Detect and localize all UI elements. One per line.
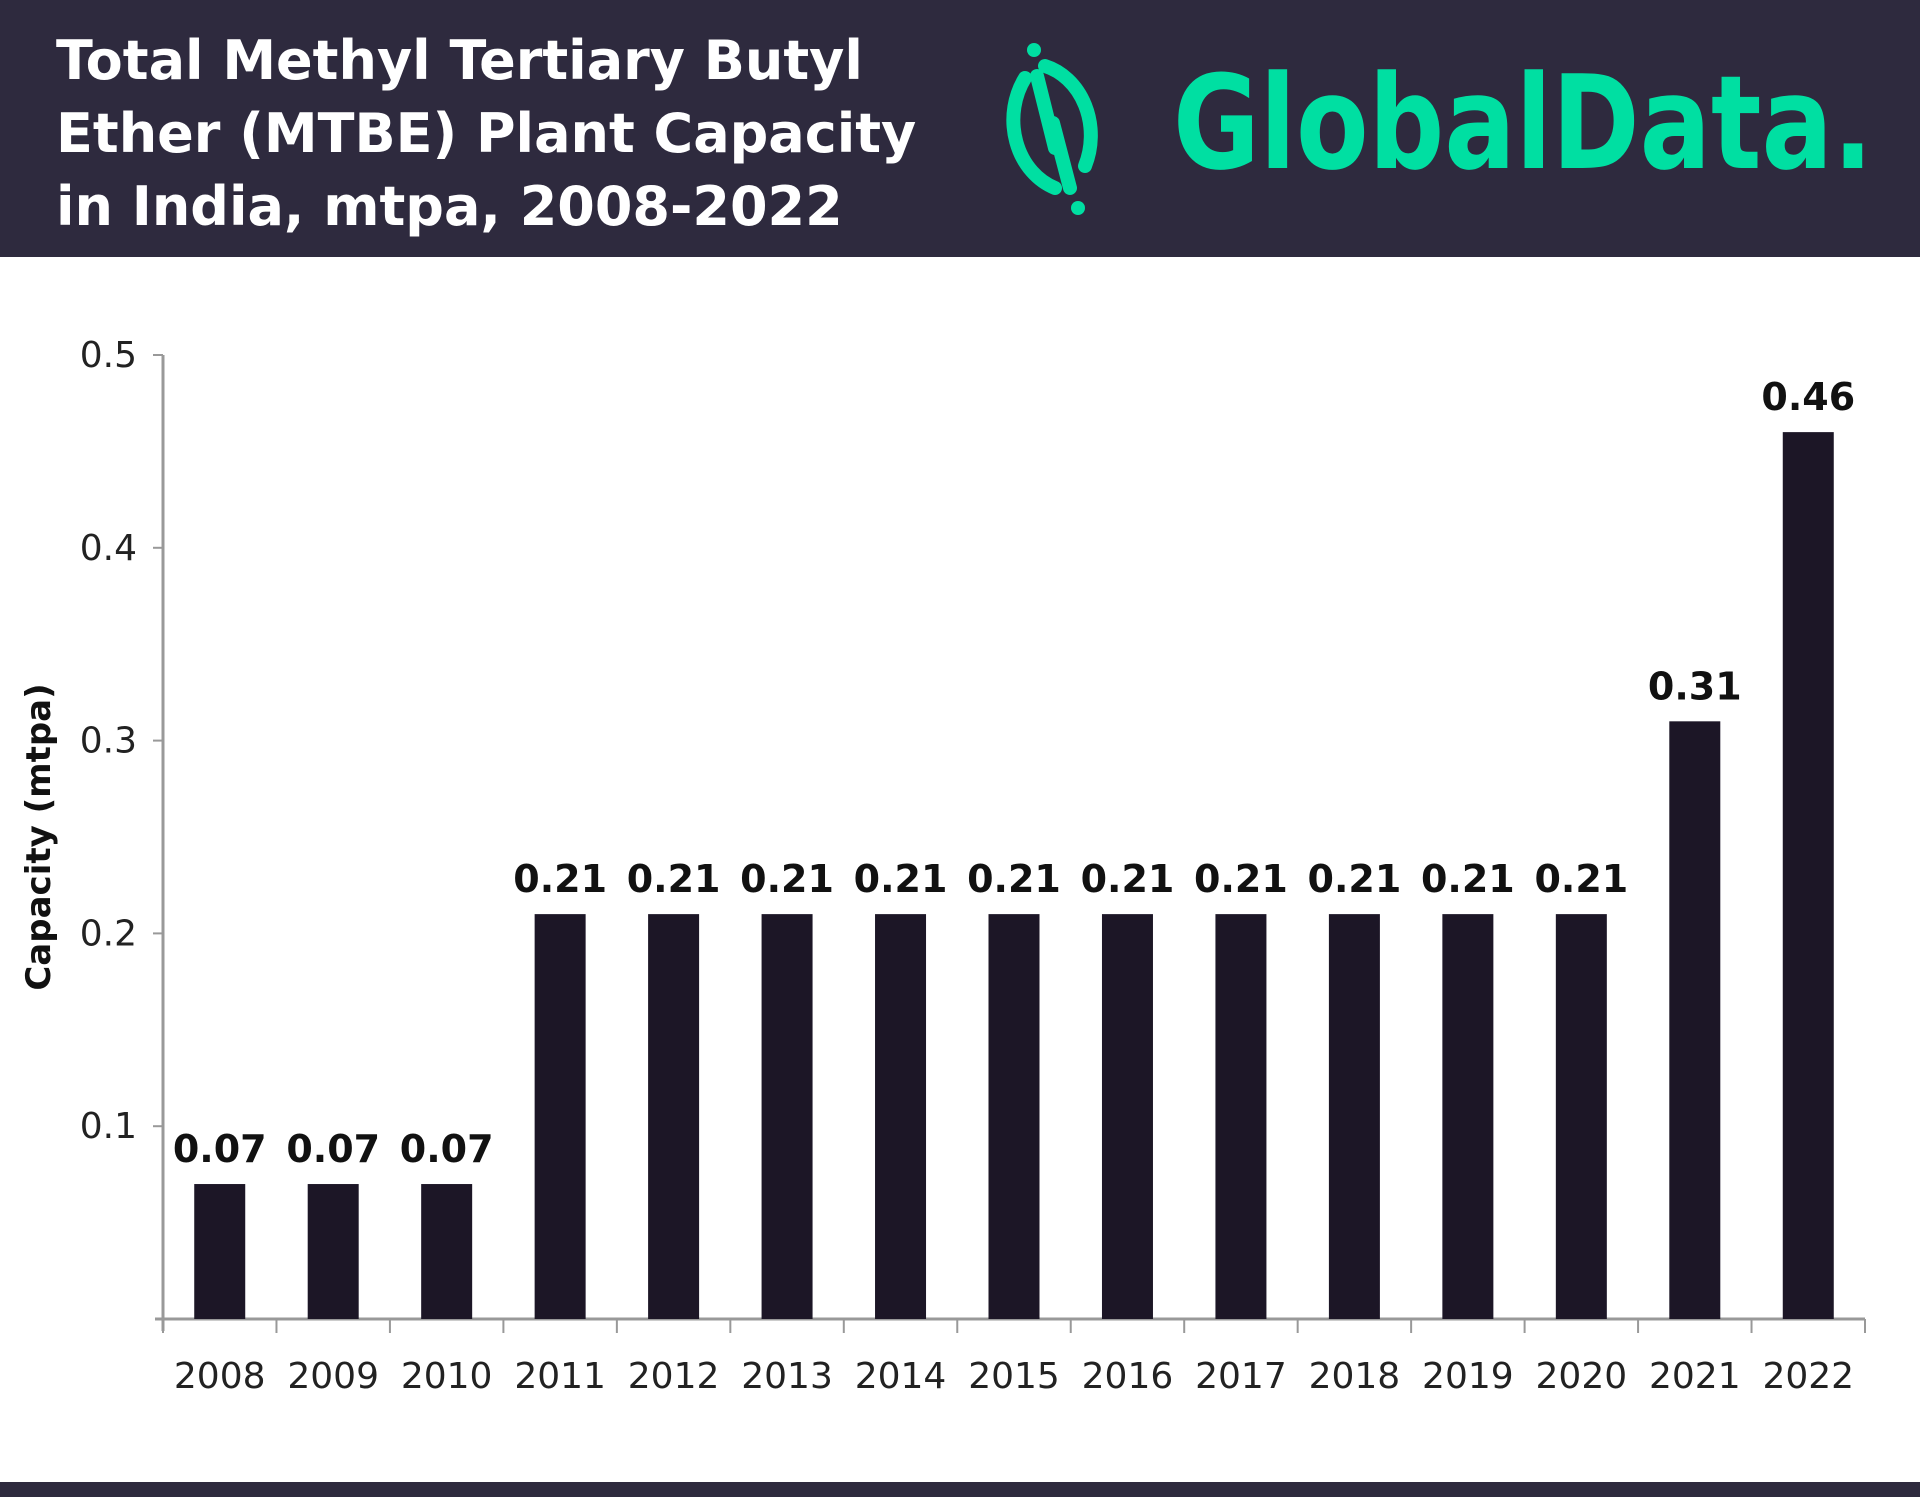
x-tick-label: 2011	[514, 1356, 606, 1397]
bar-2017	[1215, 914, 1267, 1319]
y-axis-title: Capacity (mtpa)	[19, 683, 59, 990]
data-label: 0.21	[967, 857, 1061, 901]
data-label: 0.21	[1421, 857, 1515, 901]
bar-2015	[988, 914, 1040, 1319]
bar-2014	[875, 914, 927, 1319]
footer-bar	[0, 1482, 1920, 1497]
data-label: 0.46	[1761, 375, 1855, 419]
data-label: 0.21	[1194, 857, 1288, 901]
bar-2019	[1442, 914, 1494, 1319]
data-label: 0.31	[1648, 664, 1742, 708]
x-tick-label: 2010	[401, 1356, 493, 1397]
x-tick-label: 2019	[1422, 1356, 1514, 1397]
bar-2009	[307, 1184, 359, 1319]
bar-2022	[1782, 432, 1834, 1319]
bar-2010	[421, 1184, 473, 1319]
data-label: 0.21	[1308, 857, 1402, 901]
x-tick-label: 2015	[968, 1356, 1060, 1397]
y-tick-label: 0.3	[80, 721, 137, 762]
x-tick-label: 2017	[1195, 1356, 1287, 1397]
header: Total Methyl Tertiary Butyl Ether (MTBE)…	[0, 0, 1920, 257]
data-label: 0.07	[286, 1127, 380, 1171]
data-label: 0.07	[173, 1127, 267, 1171]
bar-2011	[534, 914, 586, 1319]
bar-2021	[1669, 721, 1721, 1319]
data-label: 0.21	[513, 857, 607, 901]
x-tick-label: 2022	[1762, 1356, 1854, 1397]
x-tick-label: 2008	[174, 1356, 266, 1397]
data-label: 0.21	[1081, 857, 1175, 901]
x-tick-label: 2012	[628, 1356, 720, 1397]
data-label: 0.07	[400, 1127, 494, 1171]
x-tick-label: 2009	[287, 1356, 379, 1397]
bar-2008	[194, 1184, 246, 1319]
x-tick-label: 2014	[855, 1356, 947, 1397]
bar-2018	[1328, 914, 1380, 1319]
data-label: 0.21	[740, 857, 834, 901]
chart-title: Total Methyl Tertiary Butyl Ether (MTBE)…	[56, 29, 917, 238]
x-tick-label: 2018	[1309, 1356, 1401, 1397]
y-tick-label: 0.1	[80, 1106, 137, 1147]
bar-2020	[1555, 914, 1607, 1319]
globaldata-logo: GlobalData.	[1006, 43, 1873, 215]
x-tick-label: 2021	[1649, 1356, 1741, 1397]
bar-2013	[761, 914, 813, 1319]
x-tick-label: 2020	[1536, 1356, 1628, 1397]
data-label: 0.21	[854, 857, 948, 901]
bar-2016	[1101, 914, 1153, 1319]
data-label: 0.21	[1534, 857, 1628, 901]
x-tick-label: 2013	[741, 1356, 833, 1397]
bar-2012	[648, 914, 700, 1319]
y-tick-label: 0.2	[80, 913, 137, 954]
data-label: 0.21	[627, 857, 721, 901]
x-tick-label: 2016	[1082, 1356, 1174, 1397]
logo-text: GlobalData.	[1173, 47, 1873, 199]
bar-chart: 0.1 0.2 0.3 0.4 0.5 0.07 2008 0.07 2009 0.07 2010 0…	[19, 335, 1866, 1397]
y-tick-label: 0.4	[80, 528, 137, 569]
y-tick-label: 0.5	[80, 335, 137, 376]
